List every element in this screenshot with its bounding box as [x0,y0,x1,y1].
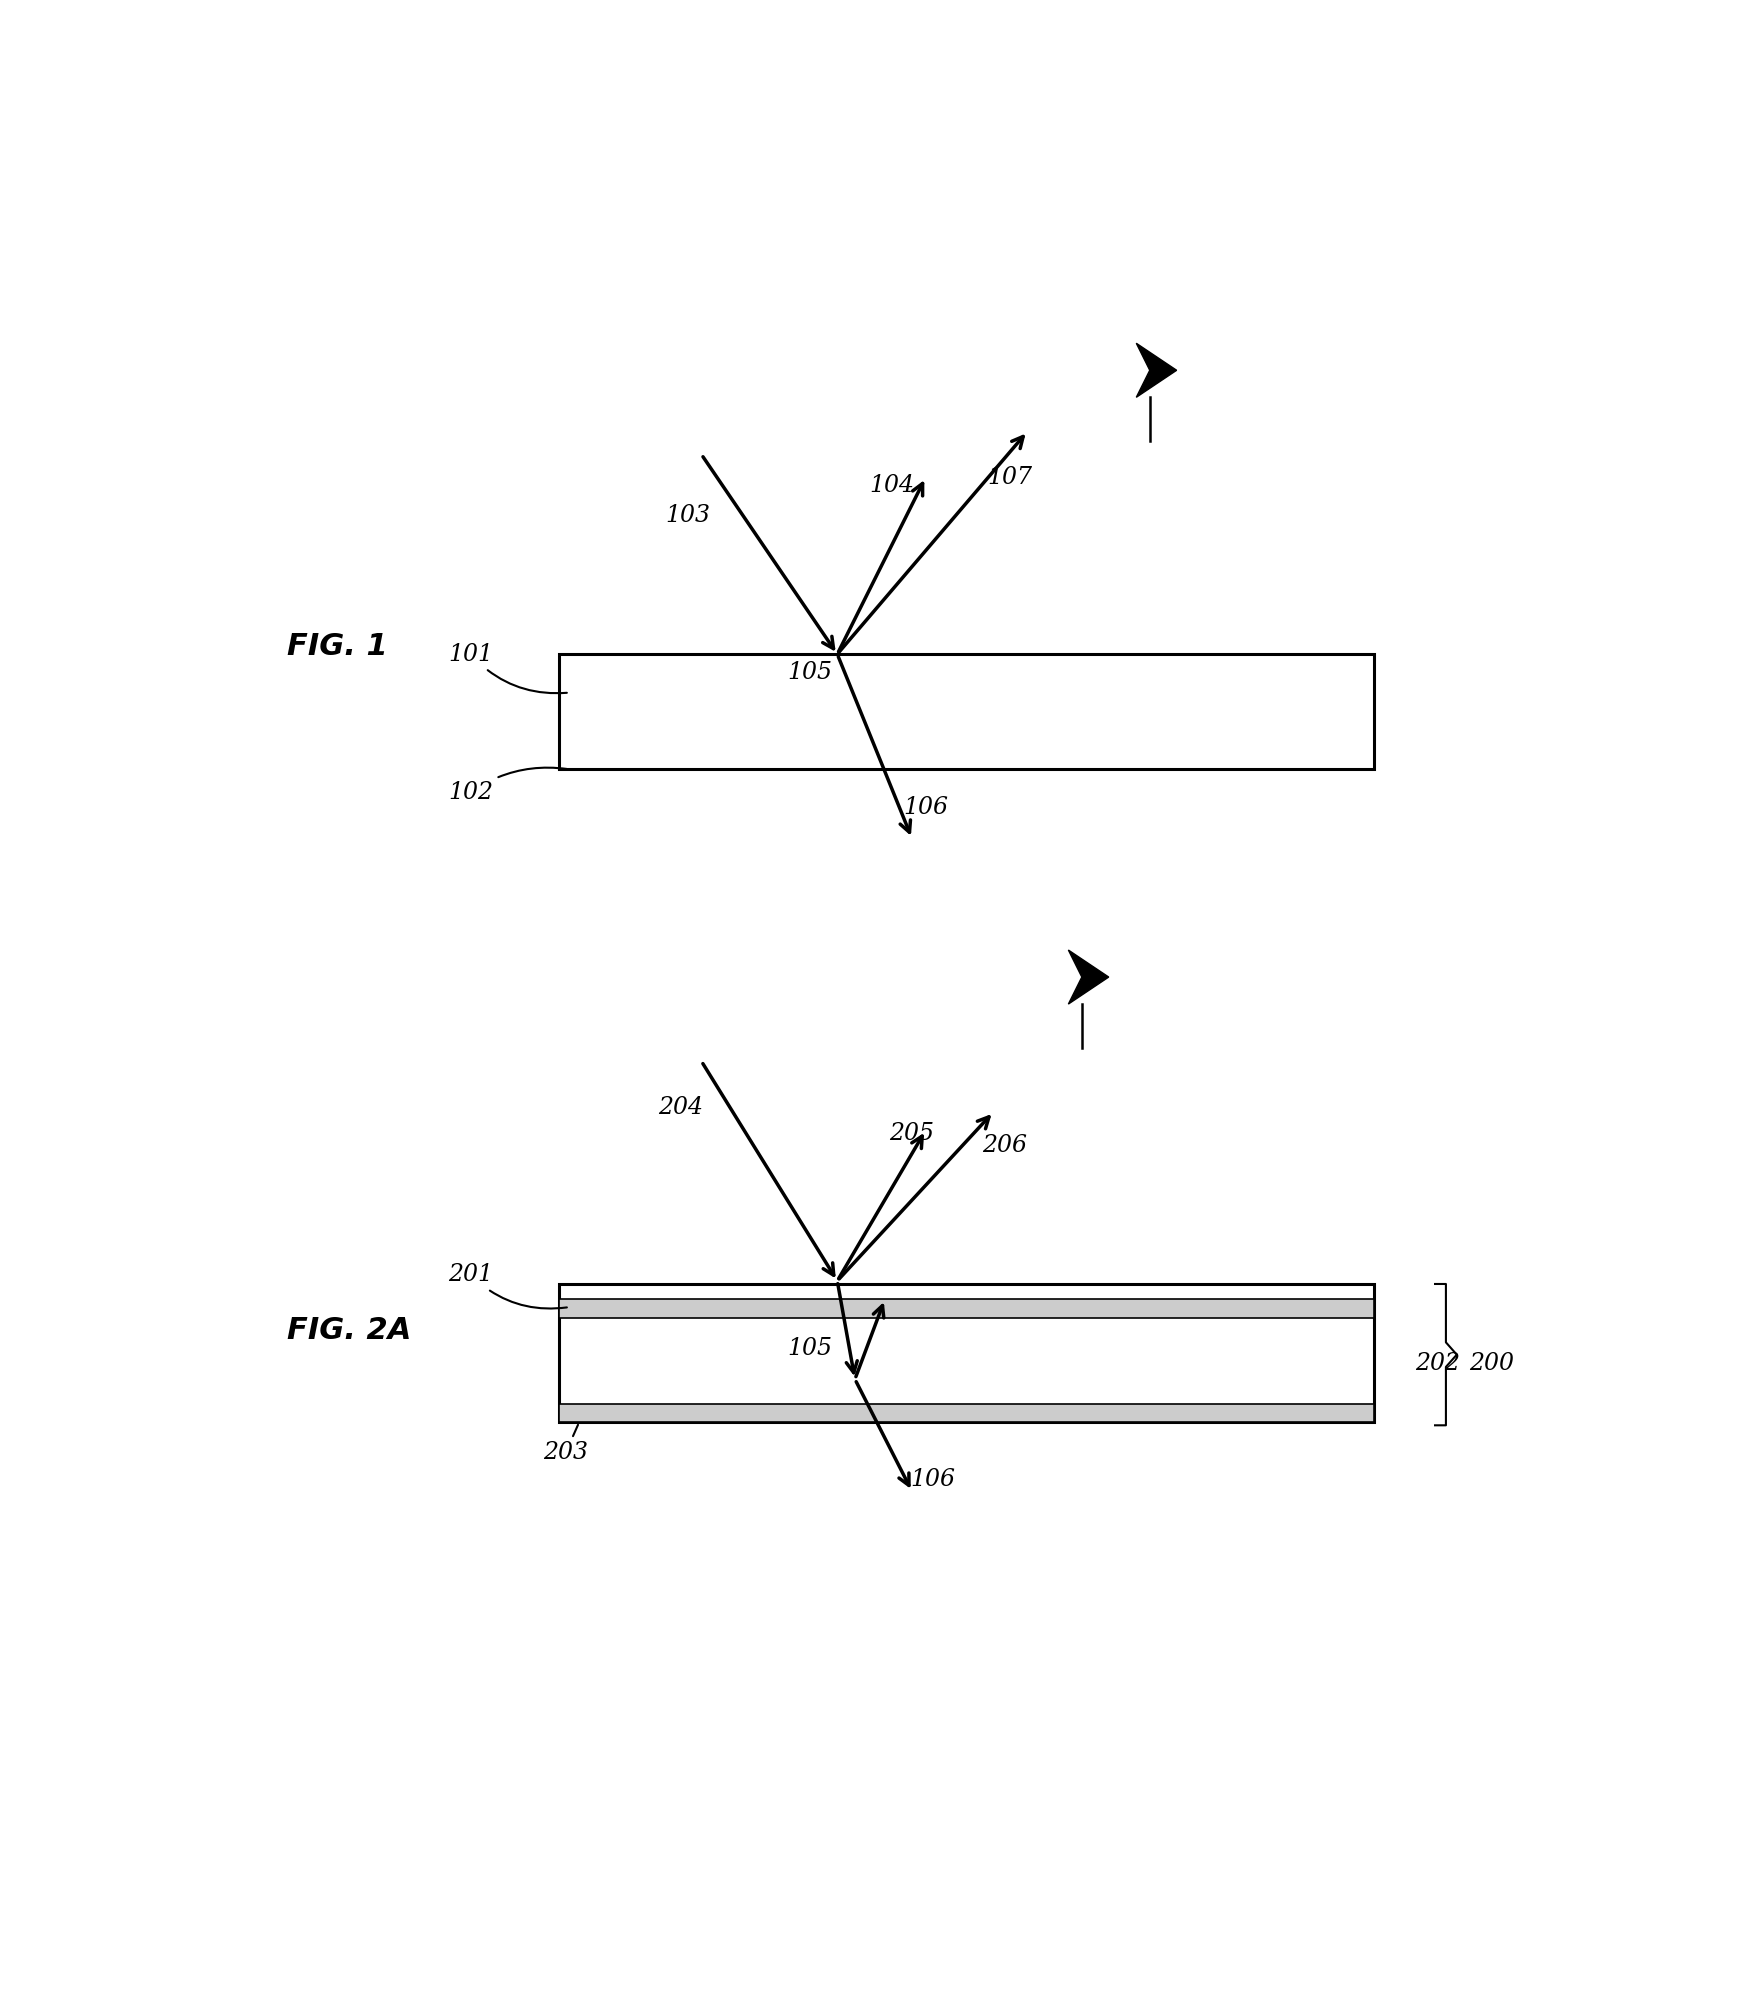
Text: 201: 201 [449,1263,566,1309]
Bar [559,1285,1374,1422]
Text: FIG. 1: FIG. 1 [287,632,387,660]
Text: 203: 203 [543,1424,587,1464]
Text: 106: 106 [910,1468,955,1490]
Text: 200: 200 [1469,1353,1515,1375]
Text: 104: 104 [869,473,913,497]
Bar [559,1404,1374,1422]
Bar [559,654,1374,770]
Bar [559,1299,1374,1319]
Text: 206: 206 [982,1135,1027,1157]
Text: 204: 204 [659,1095,703,1119]
Polygon shape [1136,343,1176,397]
Text: 105: 105 [787,660,833,684]
Text: 105: 105 [787,1337,833,1361]
Text: 205: 205 [889,1121,934,1145]
Text: FIG. 2A: FIG. 2A [287,1315,412,1345]
Text: 106: 106 [903,796,948,820]
Polygon shape [1068,950,1108,1003]
Text: 102: 102 [449,768,566,804]
Text: 103: 103 [666,505,710,527]
Text: 202: 202 [1415,1353,1460,1375]
Text: 101: 101 [449,642,566,692]
Text: 107: 107 [987,467,1033,489]
